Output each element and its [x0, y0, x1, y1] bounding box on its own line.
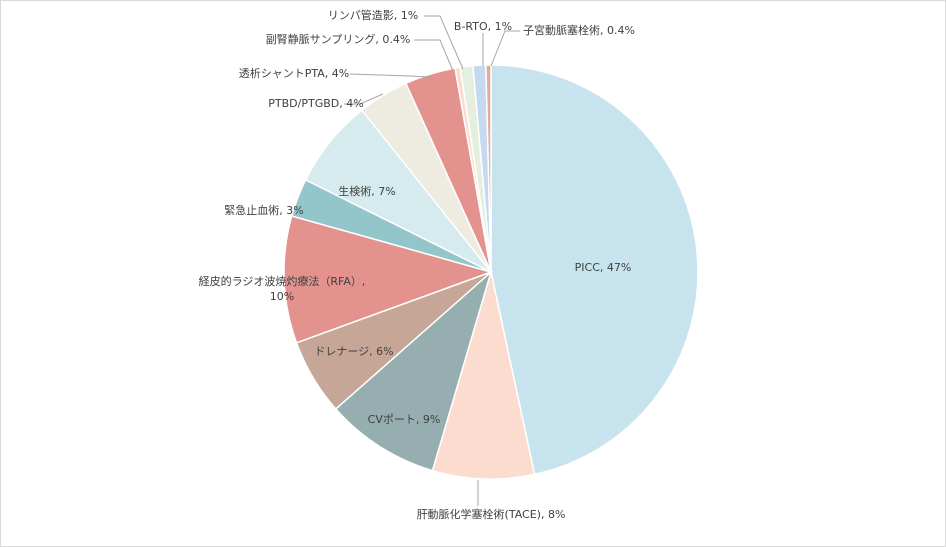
pie-slice-0 — [490, 64, 699, 476]
data-label-10: リンパ管造影, 1% — [328, 8, 418, 22]
pie-slice-4 — [283, 215, 494, 344]
data-label-12: 子宮動脈塞栓術, 0.4% — [523, 23, 635, 37]
pie-slice-2 — [334, 269, 493, 472]
data-label-8: 透析シャントPTA, 4% — [239, 66, 349, 80]
leader-line-9 — [414, 39, 454, 72]
data-label-9: 副腎静脈サンプリング, 0.4% — [266, 32, 411, 46]
leader-line-10 — [424, 15, 464, 70]
data-label-2: CVポート, 9% — [368, 413, 441, 426]
data-label-4: 経皮的ラジオ波焼灼療法（RFA）, 10% — [199, 274, 366, 303]
pie-slice-1 — [431, 271, 536, 480]
leader-line-12 — [490, 30, 520, 67]
data-label-5: 緊急止血術, 3% — [224, 203, 303, 217]
data-label-6: 生検術, 7% — [338, 184, 395, 198]
data-label-3: ドレナージ, 6% — [314, 345, 393, 358]
data-label-1: 肝動脈化学塞栓術(TACE), 8% — [417, 507, 566, 521]
data-label-7: PTBD/PTGBD, 4% — [268, 97, 363, 110]
leader-line-8 — [349, 73, 433, 78]
data-label-11: B-RTO, 1% — [454, 20, 512, 33]
data-label-0: PICC, 47% — [575, 261, 632, 274]
leader-line-7 — [344, 93, 384, 105]
